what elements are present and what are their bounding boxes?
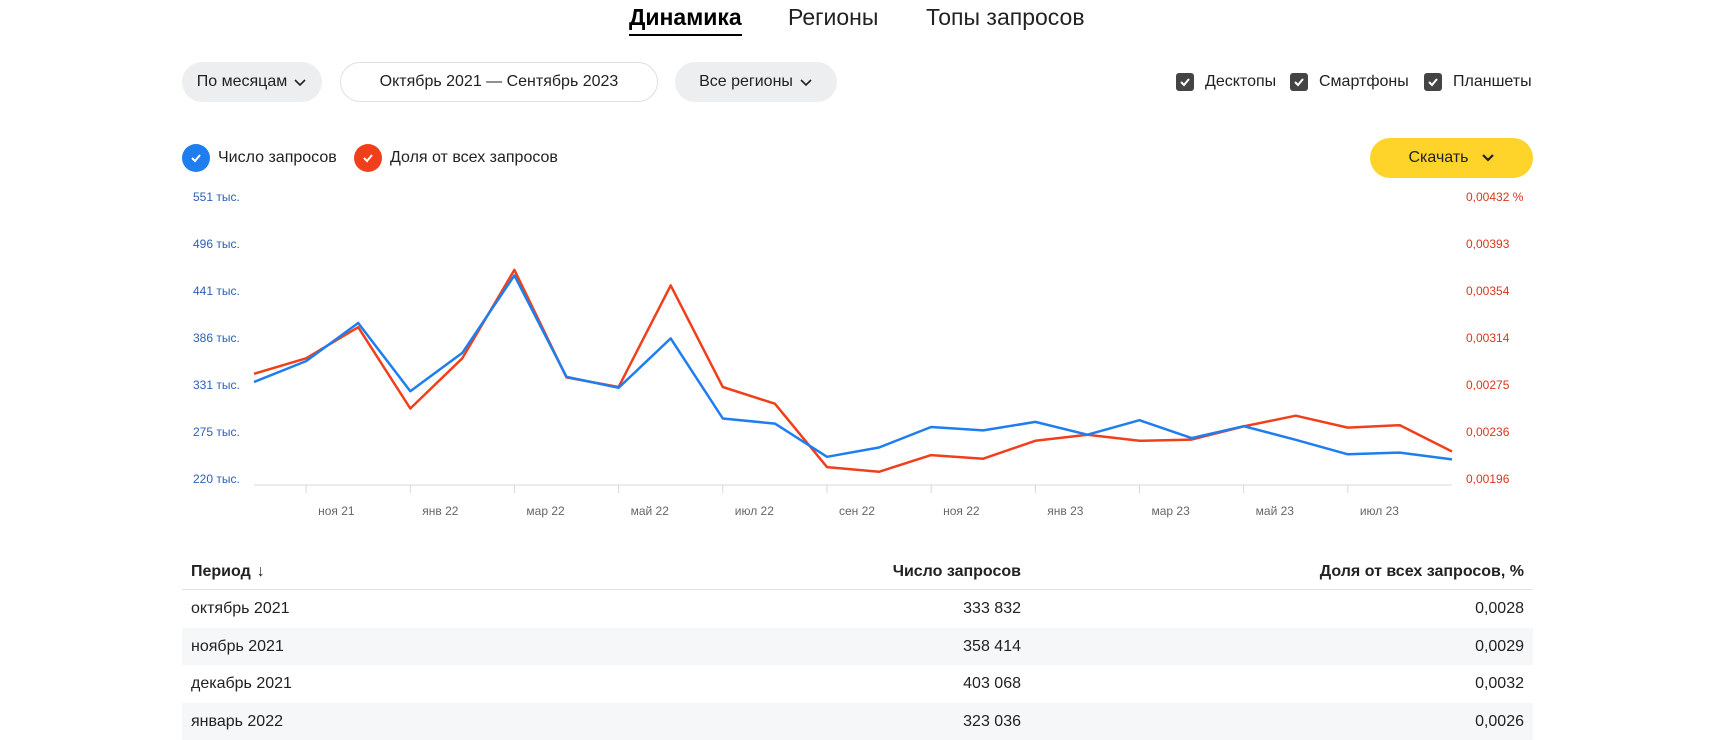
data-table: Период ↓ Число запросов Доля от всех запр… [182,552,1533,740]
x-tick-label: июл 23 [1360,504,1399,518]
x-tick-label: янв 23 [1047,504,1084,518]
y-left-tick-label: 496 тыс. [193,237,240,251]
cell-period: январь 2022 [191,713,283,731]
y-right-tick-label: 0,00314 [1466,331,1510,345]
y-right-tick-label: 0,00236 [1466,425,1510,439]
cell-share: 0,0032 [1475,675,1524,693]
cell-period: декабрь 2021 [191,675,292,693]
x-tick-label: мар 23 [1151,504,1190,518]
cell-count: 358 414 [963,638,1021,656]
cell-share: 0,0028 [1475,600,1524,618]
y-right-tick-label: 0,00196 [1466,472,1510,486]
x-tick-label: май 23 [1256,504,1295,518]
table-row: январь 2022 323 036 0,0026 [182,703,1533,740]
arrow-down-icon: ↓ [257,563,265,581]
x-tick-label: сен 22 [839,504,875,518]
table-row: октябрь 2021 333 832 0,0028 [182,590,1533,628]
y-left-tick-label: 441 тыс. [193,284,240,298]
cell-count: 403 068 [963,675,1021,693]
x-tick-label: ноя 22 [943,504,980,518]
x-tick-label: июл 22 [735,504,774,518]
y-right-tick-label: 0,00354 [1466,284,1510,298]
x-tick-label: ноя 21 [318,504,355,518]
cell-period: октябрь 2021 [191,600,290,618]
series-line-query-share [254,270,1452,472]
y-right-tick-label: 0,00432 % [1466,190,1524,204]
column-header-count[interactable]: Число запросов [893,563,1021,581]
y-left-tick-label: 331 тыс. [193,378,240,392]
y-right-tick-label: 0,00275 [1466,378,1510,392]
y-right-tick-label: 0,00393 [1466,237,1510,251]
column-header-share[interactable]: Доля от всех запросов, % [1320,563,1524,581]
cell-period: ноябрь 2021 [191,638,284,656]
y-left-tick-label: 275 тыс. [193,425,240,439]
x-tick-label: мар 22 [526,504,565,518]
y-left-tick-label: 551 тыс. [193,190,240,204]
cell-count: 323 036 [963,713,1021,731]
table-header: Период ↓ Число запросов Доля от всех запр… [182,552,1533,590]
series-line-query-count [254,275,1452,459]
cell-share: 0,0026 [1475,713,1524,731]
dynamics-chart: 551 тыс. 496 тыс. 441 тыс. 386 тыс. 331 тыс.… [0,0,1726,530]
x-tick-label: янв 22 [422,504,459,518]
y-left-tick-label: 220 тыс. [193,472,240,486]
column-header-label: Период [191,563,251,580]
y-left-tick-label: 386 тыс. [193,331,240,345]
x-tick-label: май 22 [631,504,670,518]
cell-share: 0,0029 [1475,638,1524,656]
table-row: ноябрь 2021 358 414 0,0029 [182,628,1533,666]
cell-count: 333 832 [963,600,1021,618]
table-row: декабрь 2021 403 068 0,0032 [182,665,1533,703]
column-header-period[interactable]: Период ↓ [191,563,265,581]
